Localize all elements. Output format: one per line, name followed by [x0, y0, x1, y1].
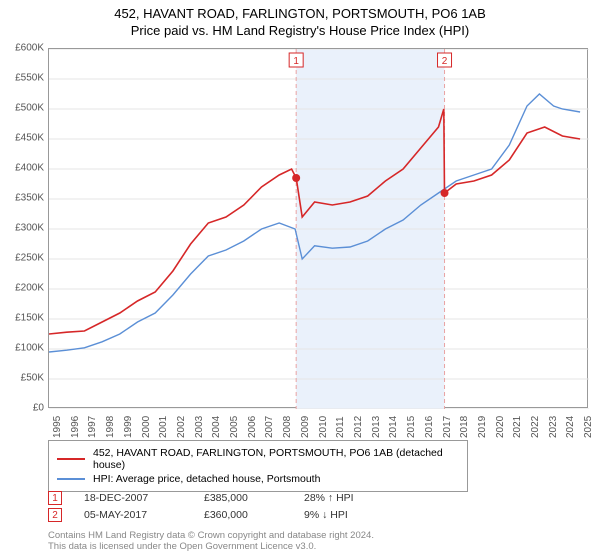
y-tick-label: £450K — [4, 133, 44, 144]
x-tick-label: 2015 — [406, 416, 417, 438]
y-tick-label: £0 — [4, 403, 44, 414]
legend-label-price-paid: 452, HAVANT ROAD, FARLINGTON, PORTSMOUTH… — [93, 447, 459, 471]
legend: 452, HAVANT ROAD, FARLINGTON, PORTSMOUTH… — [48, 440, 468, 492]
y-tick-label: £250K — [4, 253, 44, 264]
x-tick-label: 1996 — [70, 416, 81, 438]
x-tick-label: 2024 — [565, 416, 576, 438]
y-tick-label: £50K — [4, 373, 44, 384]
x-tick-label: 2018 — [459, 416, 470, 438]
y-tick-label: £100K — [4, 343, 44, 354]
x-tick-label: 2001 — [158, 416, 169, 438]
x-tick-label: 2020 — [495, 416, 506, 438]
plot-svg: 12 — [49, 49, 589, 409]
legend-item-hpi: HPI: Average price, detached house, Port… — [57, 473, 459, 485]
x-tick-label: 2010 — [318, 416, 329, 438]
x-tick-label: 2021 — [512, 416, 523, 438]
y-tick-label: £400K — [4, 163, 44, 174]
license-text: Contains HM Land Registry data © Crown c… — [48, 530, 374, 553]
legend-swatch-hpi — [57, 478, 85, 480]
x-tick-label: 1998 — [105, 416, 116, 438]
x-tick-label: 2000 — [141, 416, 152, 438]
x-tick-label: 2022 — [530, 416, 541, 438]
title-address: 452, HAVANT ROAD, FARLINGTON, PORTSMOUTH… — [0, 6, 600, 21]
y-tick-label: £300K — [4, 223, 44, 234]
x-tick-label: 2005 — [229, 416, 240, 438]
plot-area: 12 — [48, 48, 588, 408]
x-tick-label: 2023 — [548, 416, 559, 438]
sale-date-2: 05-MAY-2017 — [84, 509, 204, 521]
x-tick-label: 1997 — [87, 416, 98, 438]
x-tick-label: 2013 — [371, 416, 382, 438]
y-tick-label: £550K — [4, 73, 44, 84]
title-block: 452, HAVANT ROAD, FARLINGTON, PORTSMOUTH… — [0, 0, 600, 38]
x-tick-label: 2007 — [264, 416, 275, 438]
x-tick-label: 2008 — [282, 416, 293, 438]
x-tick-label: 2009 — [300, 416, 311, 438]
svg-text:2: 2 — [442, 56, 448, 67]
svg-text:1: 1 — [293, 56, 299, 67]
x-tick-label: 2025 — [583, 416, 594, 438]
license-line2: This data is licensed under the Open Gov… — [48, 541, 374, 552]
sale-price-1: £385,000 — [204, 492, 304, 504]
x-tick-label: 1999 — [123, 416, 134, 438]
sale-marker-1: 1 — [48, 491, 62, 505]
sale-date-1: 18-DEC-2007 — [84, 492, 204, 504]
sale-row-1: 1 18-DEC-2007 £385,000 28% ↑ HPI — [48, 491, 404, 505]
license-line1: Contains HM Land Registry data © Crown c… — [48, 530, 374, 541]
x-tick-label: 2006 — [247, 416, 258, 438]
y-tick-label: £600K — [4, 43, 44, 54]
x-tick-label: 2019 — [477, 416, 488, 438]
y-tick-label: £200K — [4, 283, 44, 294]
title-subtitle: Price paid vs. HM Land Registry's House … — [0, 23, 600, 38]
sale-delta-1: 28% ↑ HPI — [304, 492, 404, 504]
legend-item-price-paid: 452, HAVANT ROAD, FARLINGTON, PORTSMOUTH… — [57, 447, 459, 471]
legend-swatch-price-paid — [57, 458, 85, 460]
x-tick-label: 2016 — [424, 416, 435, 438]
legend-label-hpi: HPI: Average price, detached house, Port… — [93, 473, 320, 485]
sales-table: 1 18-DEC-2007 £385,000 28% ↑ HPI 2 05-MA… — [48, 488, 404, 525]
y-tick-label: £350K — [4, 193, 44, 204]
y-tick-label: £150K — [4, 313, 44, 324]
x-tick-label: 2014 — [388, 416, 399, 438]
x-tick-label: 2003 — [194, 416, 205, 438]
y-tick-label: £500K — [4, 103, 44, 114]
sale-marker-2: 2 — [48, 508, 62, 522]
figure-root: 452, HAVANT ROAD, FARLINGTON, PORTSMOUTH… — [0, 0, 600, 560]
x-tick-label: 2004 — [211, 416, 222, 438]
x-tick-label: 2017 — [442, 416, 453, 438]
sale-row-2: 2 05-MAY-2017 £360,000 9% ↓ HPI — [48, 508, 404, 522]
sale-delta-2: 9% ↓ HPI — [304, 509, 404, 521]
x-tick-label: 1995 — [52, 416, 63, 438]
x-tick-label: 2002 — [176, 416, 187, 438]
x-tick-label: 2011 — [335, 416, 346, 438]
x-tick-label: 2012 — [353, 416, 364, 438]
sale-price-2: £360,000 — [204, 509, 304, 521]
